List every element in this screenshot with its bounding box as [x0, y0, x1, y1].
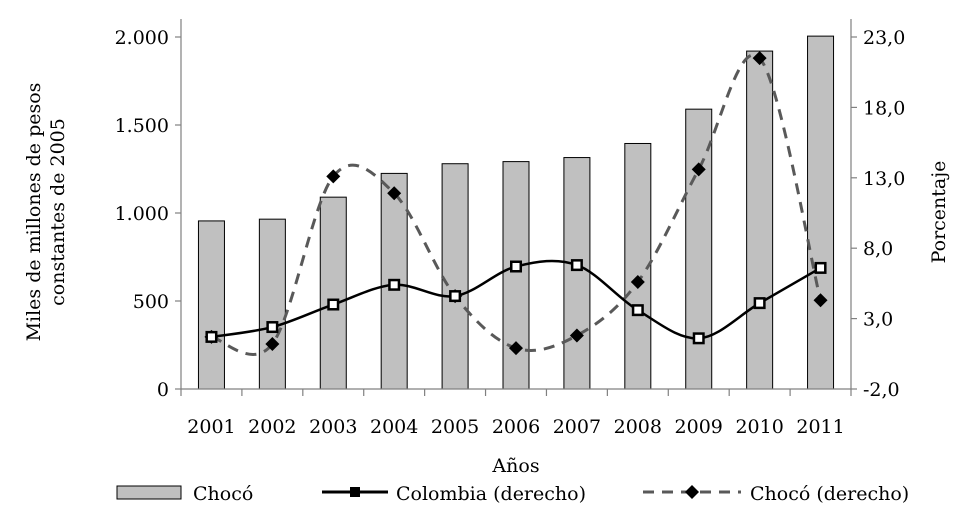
tick-labels: 0 500 1.000 1.500 2.000 -2,0 3,0 8,0 13,0 18,0 23,…	[115, 27, 906, 438]
x-tick-label: 2002	[248, 416, 296, 438]
line-choco-derecho	[211, 53, 822, 356]
bar-2007	[563, 157, 591, 390]
marker-choco-derecho-2011	[813, 293, 828, 308]
y-left-tick-label: 1.500	[115, 115, 169, 137]
x-tick-label: 2008	[614, 416, 662, 438]
legend-label-colombia: Colombia (derecho)	[396, 483, 586, 505]
y-right-tick-label: 3,0	[863, 309, 893, 331]
bar-2001	[197, 220, 225, 390]
marker-choco-derecho-2003	[326, 169, 341, 184]
marker-colombia-inner-2009	[695, 334, 703, 342]
marker-colombia-inner-2004	[390, 281, 398, 289]
marker-colombia-inner-2001	[207, 333, 215, 341]
marker-colombia-inner-2003	[329, 301, 337, 309]
y-left-tick-label: 2.000	[115, 27, 169, 49]
bars-choco	[197, 35, 835, 390]
marker-colombia-inner-2006	[512, 263, 520, 271]
y-right-tick-label: 18,0	[863, 97, 905, 119]
x-tick-label: 2010	[735, 416, 783, 438]
y-right-tick-label: 13,0	[863, 168, 905, 190]
y-right-tick-label: 8,0	[863, 238, 893, 260]
bar-2003	[319, 196, 347, 390]
x-tick-label: 2007	[553, 416, 601, 438]
x-tick-label: 2004	[370, 416, 418, 438]
bar-2011	[807, 35, 835, 390]
marker-colombia-inner-2010	[756, 299, 764, 307]
legend-swatch-choco	[116, 485, 182, 500]
marker-choco-derecho-2004	[387, 186, 402, 201]
y-right-axis-title: Porcentaje	[928, 161, 950, 264]
axes	[175, 19, 857, 396]
marker-colombia-inner-2011	[817, 264, 825, 272]
marker-choco-derecho-2008	[630, 274, 645, 289]
line-markers	[204, 51, 828, 356]
plot-area	[197, 35, 835, 390]
bar-2005	[441, 163, 469, 390]
legend-label-choco-derecho: Chocó (derecho)	[750, 483, 909, 505]
x-tick-label: 2001	[187, 416, 235, 438]
legend-label-choco: Chocó	[193, 483, 253, 505]
x-tick-label: 2011	[796, 416, 844, 438]
bar-2010	[746, 50, 774, 390]
x-axis-title: Años	[491, 455, 539, 477]
y-right-tick-label: 23,0	[863, 27, 905, 49]
y-right-tick-label: -2,0	[863, 379, 900, 401]
y-left-tick-label: 0	[157, 379, 169, 401]
legend: Chocó Colombia (derecho) Chocó (derecho)	[116, 483, 909, 505]
x-tick-label: 2005	[431, 416, 479, 438]
legend-marker-choco-derecho	[685, 485, 699, 499]
y-left-tick-label: 1.000	[115, 203, 169, 225]
x-tick-label: 2003	[309, 416, 357, 438]
y-left-tick-label: 500	[133, 291, 169, 313]
marker-choco-derecho-2007	[569, 328, 584, 343]
marker-choco-derecho-2006	[509, 341, 523, 356]
marker-choco-derecho-2010	[752, 51, 767, 66]
marker-choco-derecho-2009	[691, 162, 706, 177]
marker-choco-derecho-2002	[265, 336, 280, 351]
y-left-axis-title-line2: constantes de 2005	[47, 118, 69, 306]
legend-marker-colombia	[350, 487, 360, 497]
y-left-axis-title-line1: Miles de millones de pesos	[23, 83, 45, 342]
bar-2002	[258, 218, 286, 390]
marker-colombia-inner-2007	[573, 261, 581, 269]
x-tick-label: 2009	[675, 416, 723, 438]
marker-colombia-inner-2002	[268, 323, 276, 331]
marker-colombia-inner-2008	[634, 306, 642, 314]
marker-colombia-inner-2005	[451, 292, 459, 300]
x-tick-label: 2006	[492, 416, 540, 438]
